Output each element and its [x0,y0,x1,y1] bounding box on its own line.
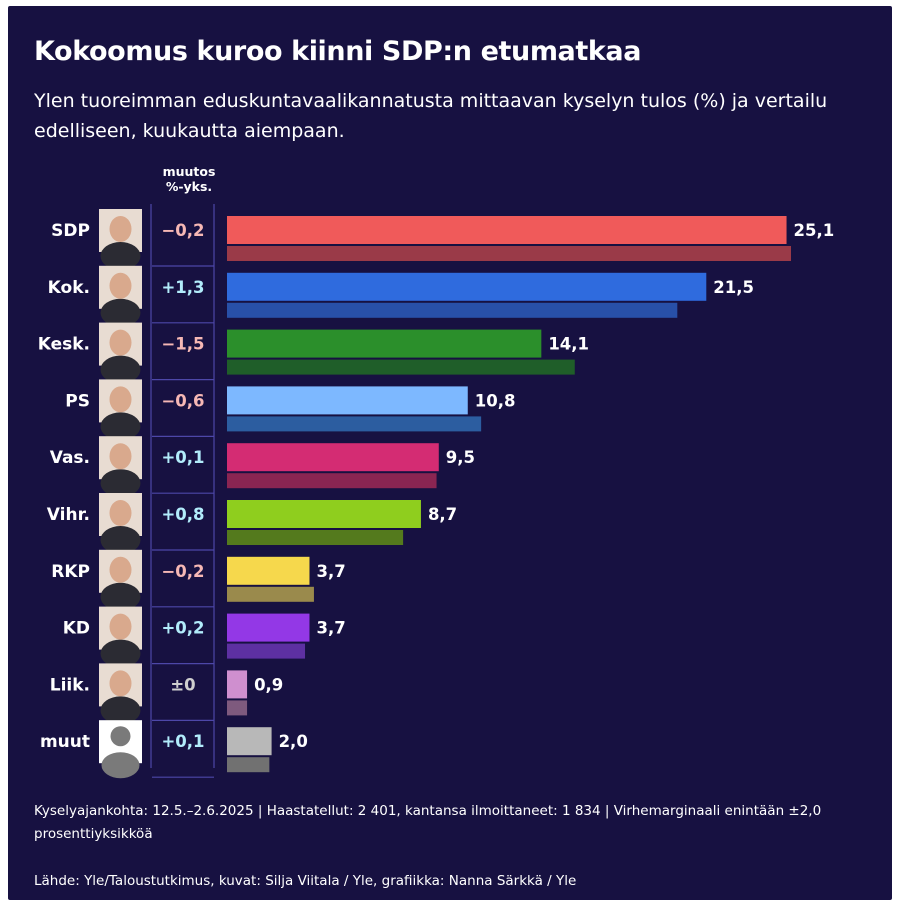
avatar-placeholder-body [101,752,140,779]
change-value: −1,5 [161,335,204,354]
portrait-shoulders [100,639,141,668]
bar-value-label: 21,5 [713,278,754,297]
bar-value-label: 10,8 [475,391,516,410]
party-label: Kok. [48,278,90,298]
change-value: +0,1 [161,732,204,751]
bar-previous [227,246,791,261]
bar-current [227,272,707,301]
bar-current [227,613,310,642]
portrait-shoulders [100,526,141,554]
bar-previous [227,586,314,602]
party-label: Vihr. [47,505,90,525]
bar-previous [227,302,678,318]
bar-value-label: 9,5 [446,448,475,467]
bar-previous [227,643,306,659]
bar-value-label: 3,7 [316,619,345,638]
change-value: +1,3 [161,278,204,297]
party-label: RKP [51,562,90,582]
fieldwork-note: Kyselyajankohta: 12.5.–2.6.2025 | Haasta… [34,803,822,842]
portrait-shoulders [100,696,141,725]
bar-previous [227,359,575,375]
change-value: +0,8 [161,505,204,524]
party-label: Liik. [50,675,90,695]
bar-previous [227,473,437,489]
bar-previous [227,757,270,773]
party-label: KD [63,619,90,639]
bar-previous [227,416,482,432]
portrait-face [109,556,132,583]
change-column-header: muutos %-yks. [154,164,224,194]
portrait-shoulders [100,582,141,611]
change-header-line2: %-yks. [165,179,213,194]
bar-current [227,727,272,756]
source-note: Lähde: Yle/Taloustutkimus, kuvat: Silja … [34,873,577,889]
party-label: SDP [51,221,90,241]
bar-value-label: 8,7 [428,505,457,524]
bar-current [227,443,439,472]
chart-subtitle: Ylen tuoreimman eduskuntavaalikannatusta… [34,90,828,142]
party-label: Vas. [50,448,90,468]
portrait-shoulders [100,355,141,384]
bar-previous [227,530,404,545]
bar-value-label: 2,0 [279,732,308,751]
bar-current [227,500,421,528]
portrait-shoulders [100,412,141,441]
change-value: −0,2 [161,221,204,240]
change-value: ±0 [170,675,195,694]
avatar-placeholder-head [110,726,131,747]
bar-value-label: 3,7 [316,562,345,581]
party-label: Kesk. [38,335,90,355]
portrait-face [109,443,132,470]
portrait-shoulders [100,242,141,270]
party-label: muut [40,732,90,752]
change-value: +0,2 [161,619,204,638]
party-label: PS [65,391,90,411]
portrait-face [109,329,132,356]
portrait-face [109,613,132,640]
bar-value-label: 25,1 [794,221,835,240]
change-value: −0,6 [161,391,204,410]
change-header-line1: muutos [162,164,216,179]
bar-current [227,386,468,415]
bar-current [227,216,787,244]
portrait-shoulders [100,469,141,498]
change-value: −0,2 [161,562,204,581]
portrait-shoulders [100,298,141,327]
portrait-face [109,216,132,242]
portrait-face [109,500,132,526]
bar-value-label: 0,9 [254,675,283,694]
portrait-face [109,386,132,413]
portrait-face [109,272,132,299]
change-value: +0,1 [161,448,204,467]
bar-previous [227,700,248,716]
bar-current [227,329,542,358]
bar-current [227,670,248,699]
chart-card: Kokoomus kuroo kiinni SDP:n etumatkaa Yl… [8,6,892,900]
chart-title: Kokoomus kuroo kiinni SDP:n etumatkaa [34,36,642,67]
bar-value-label: 14,1 [548,335,589,354]
bar-current [227,556,310,585]
portrait-face [109,670,132,697]
